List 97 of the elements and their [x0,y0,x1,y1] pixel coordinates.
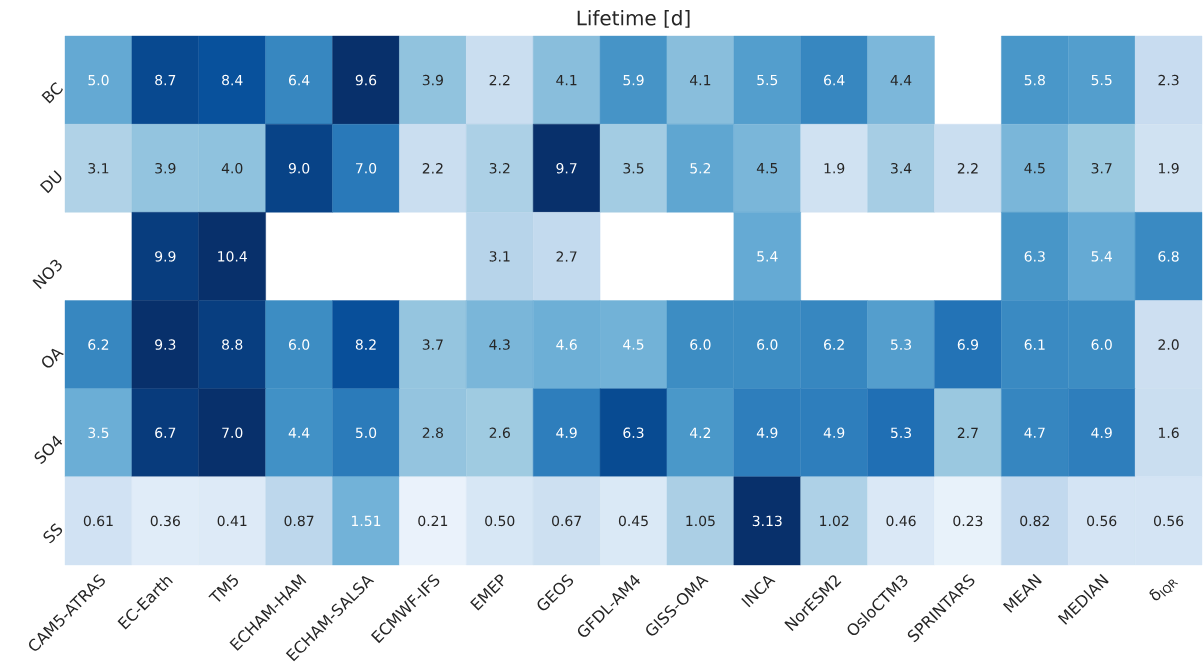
y-tick-label: DU [39,170,62,194]
data-label: 5.4 [1091,251,1112,262]
data-label: 4.5 [756,163,778,174]
data-label: 4.7 [1024,427,1045,438]
data-label: 4.9 [1091,427,1112,439]
data-label: 6.3 [1024,251,1045,262]
data-label: 5.3 [891,339,912,350]
data-label: 3.5 [88,427,109,439]
data-label: 0.82 [1020,515,1049,527]
data-label: 4.5 [623,339,644,350]
data-label: 5.9 [623,74,644,86]
data-label: 4.6 [556,339,577,350]
data-label: 5.0 [355,427,377,439]
data-label: 3.5 [623,162,644,174]
data-label: 0.23 [953,515,983,527]
data-label: 2.8 [422,427,443,439]
data-label: 2.2 [489,74,510,86]
y-tick-label: OA [42,348,64,368]
data-label: 5.3 [891,427,912,439]
data-label: 6.3 [623,427,644,439]
data-label: 4.1 [556,75,577,86]
data-label: 3.4 [891,162,912,174]
data-label: 4.1 [689,75,711,86]
data-label: 0.45 [618,515,648,527]
data-label: 6.4 [288,74,310,86]
data-label: 6.0 [757,339,778,350]
data-label: 5.4 [757,251,778,262]
data-label: 0.87 [284,515,314,527]
data-label: 8.2 [355,339,376,350]
data-label: 9.0 [288,162,310,174]
data-label: 6.4 [824,74,845,86]
data-label: 4.2 [689,427,711,438]
data-label: 7.0 [222,427,243,439]
data-label: 6.0 [690,339,711,350]
data-label: 10.4 [218,251,247,262]
y-tick-label: SS [43,523,63,544]
data-label: 6.7 [155,427,176,439]
data-label: 1.9 [1159,162,1179,174]
data-label: 6.1 [1024,339,1045,350]
data-label: 5.5 [1091,74,1112,86]
data-label: 6.0 [1091,339,1112,350]
data-label: 4.9 [823,427,845,439]
data-label: 3.1 [489,251,510,262]
data-label: 3.7 [422,339,443,350]
data-label: 9.7 [556,162,577,174]
data-label: 0.56 [1087,515,1117,527]
data-label: 0.36 [150,515,180,527]
data-label: 0.56 [1153,515,1184,527]
data-label: 5.8 [1024,74,1045,86]
data-label: 4.9 [756,427,778,439]
data-label: 2.2 [957,163,978,174]
data-label: 3.9 [422,74,443,86]
data-label: 6.2 [88,339,109,350]
data-label: 9.3 [155,339,176,350]
data-label: 4.3 [489,339,510,350]
data-label: 5.2 [690,162,711,174]
data-label: 5.0 [88,74,109,86]
data-label: 3.2 [489,162,510,174]
data-label: 4.5 [1024,163,1045,174]
data-label: 4.4 [288,427,310,438]
data-label: 8.4 [222,74,243,86]
data-label: 9.6 [355,74,377,86]
data-label: 2.7 [957,427,978,438]
data-label: 8.8 [222,339,243,350]
data-label: 2.6 [489,427,510,439]
data-label: 2.3 [1158,74,1179,86]
data-label: 3.7 [1091,162,1112,174]
data-label: 6.0 [288,339,310,350]
data-label: 1.6 [1159,427,1179,439]
data-label: 3.1 [88,162,109,174]
data-label: 3.9 [155,162,176,174]
data-label: 2.0 [1158,339,1179,350]
data-label: 1.9 [824,162,845,174]
data-label: 2.2 [422,163,443,174]
data-label: 6.9 [957,339,979,350]
data-label: 8.7 [155,74,176,86]
data-label: 1.05 [686,515,715,527]
data-label: 6.8 [1158,251,1179,262]
data-label: 0.61 [83,515,113,527]
y-tick-label: BC [41,82,63,104]
data-label: 0.41 [217,515,247,527]
data-label: 0.67 [552,515,581,527]
chart-title: Lifetime [d] [577,10,690,28]
data-label: 5.5 [757,74,778,86]
data-label: 7.0 [356,162,377,174]
data-label: 9.9 [155,251,176,262]
data-label: 1.51 [351,515,381,527]
data-label: 0.50 [485,515,515,527]
data-label: 2.7 [556,251,577,262]
data-label: 3.13 [752,515,782,527]
data-label: 1.02 [820,515,849,527]
data-label: 4.0 [221,162,243,174]
data-label: 0.21 [418,515,448,527]
data-label: 0.46 [886,515,916,527]
data-label: 6.2 [824,339,844,350]
data-label: 4.9 [556,427,577,439]
data-label: 4.4 [890,75,912,86]
